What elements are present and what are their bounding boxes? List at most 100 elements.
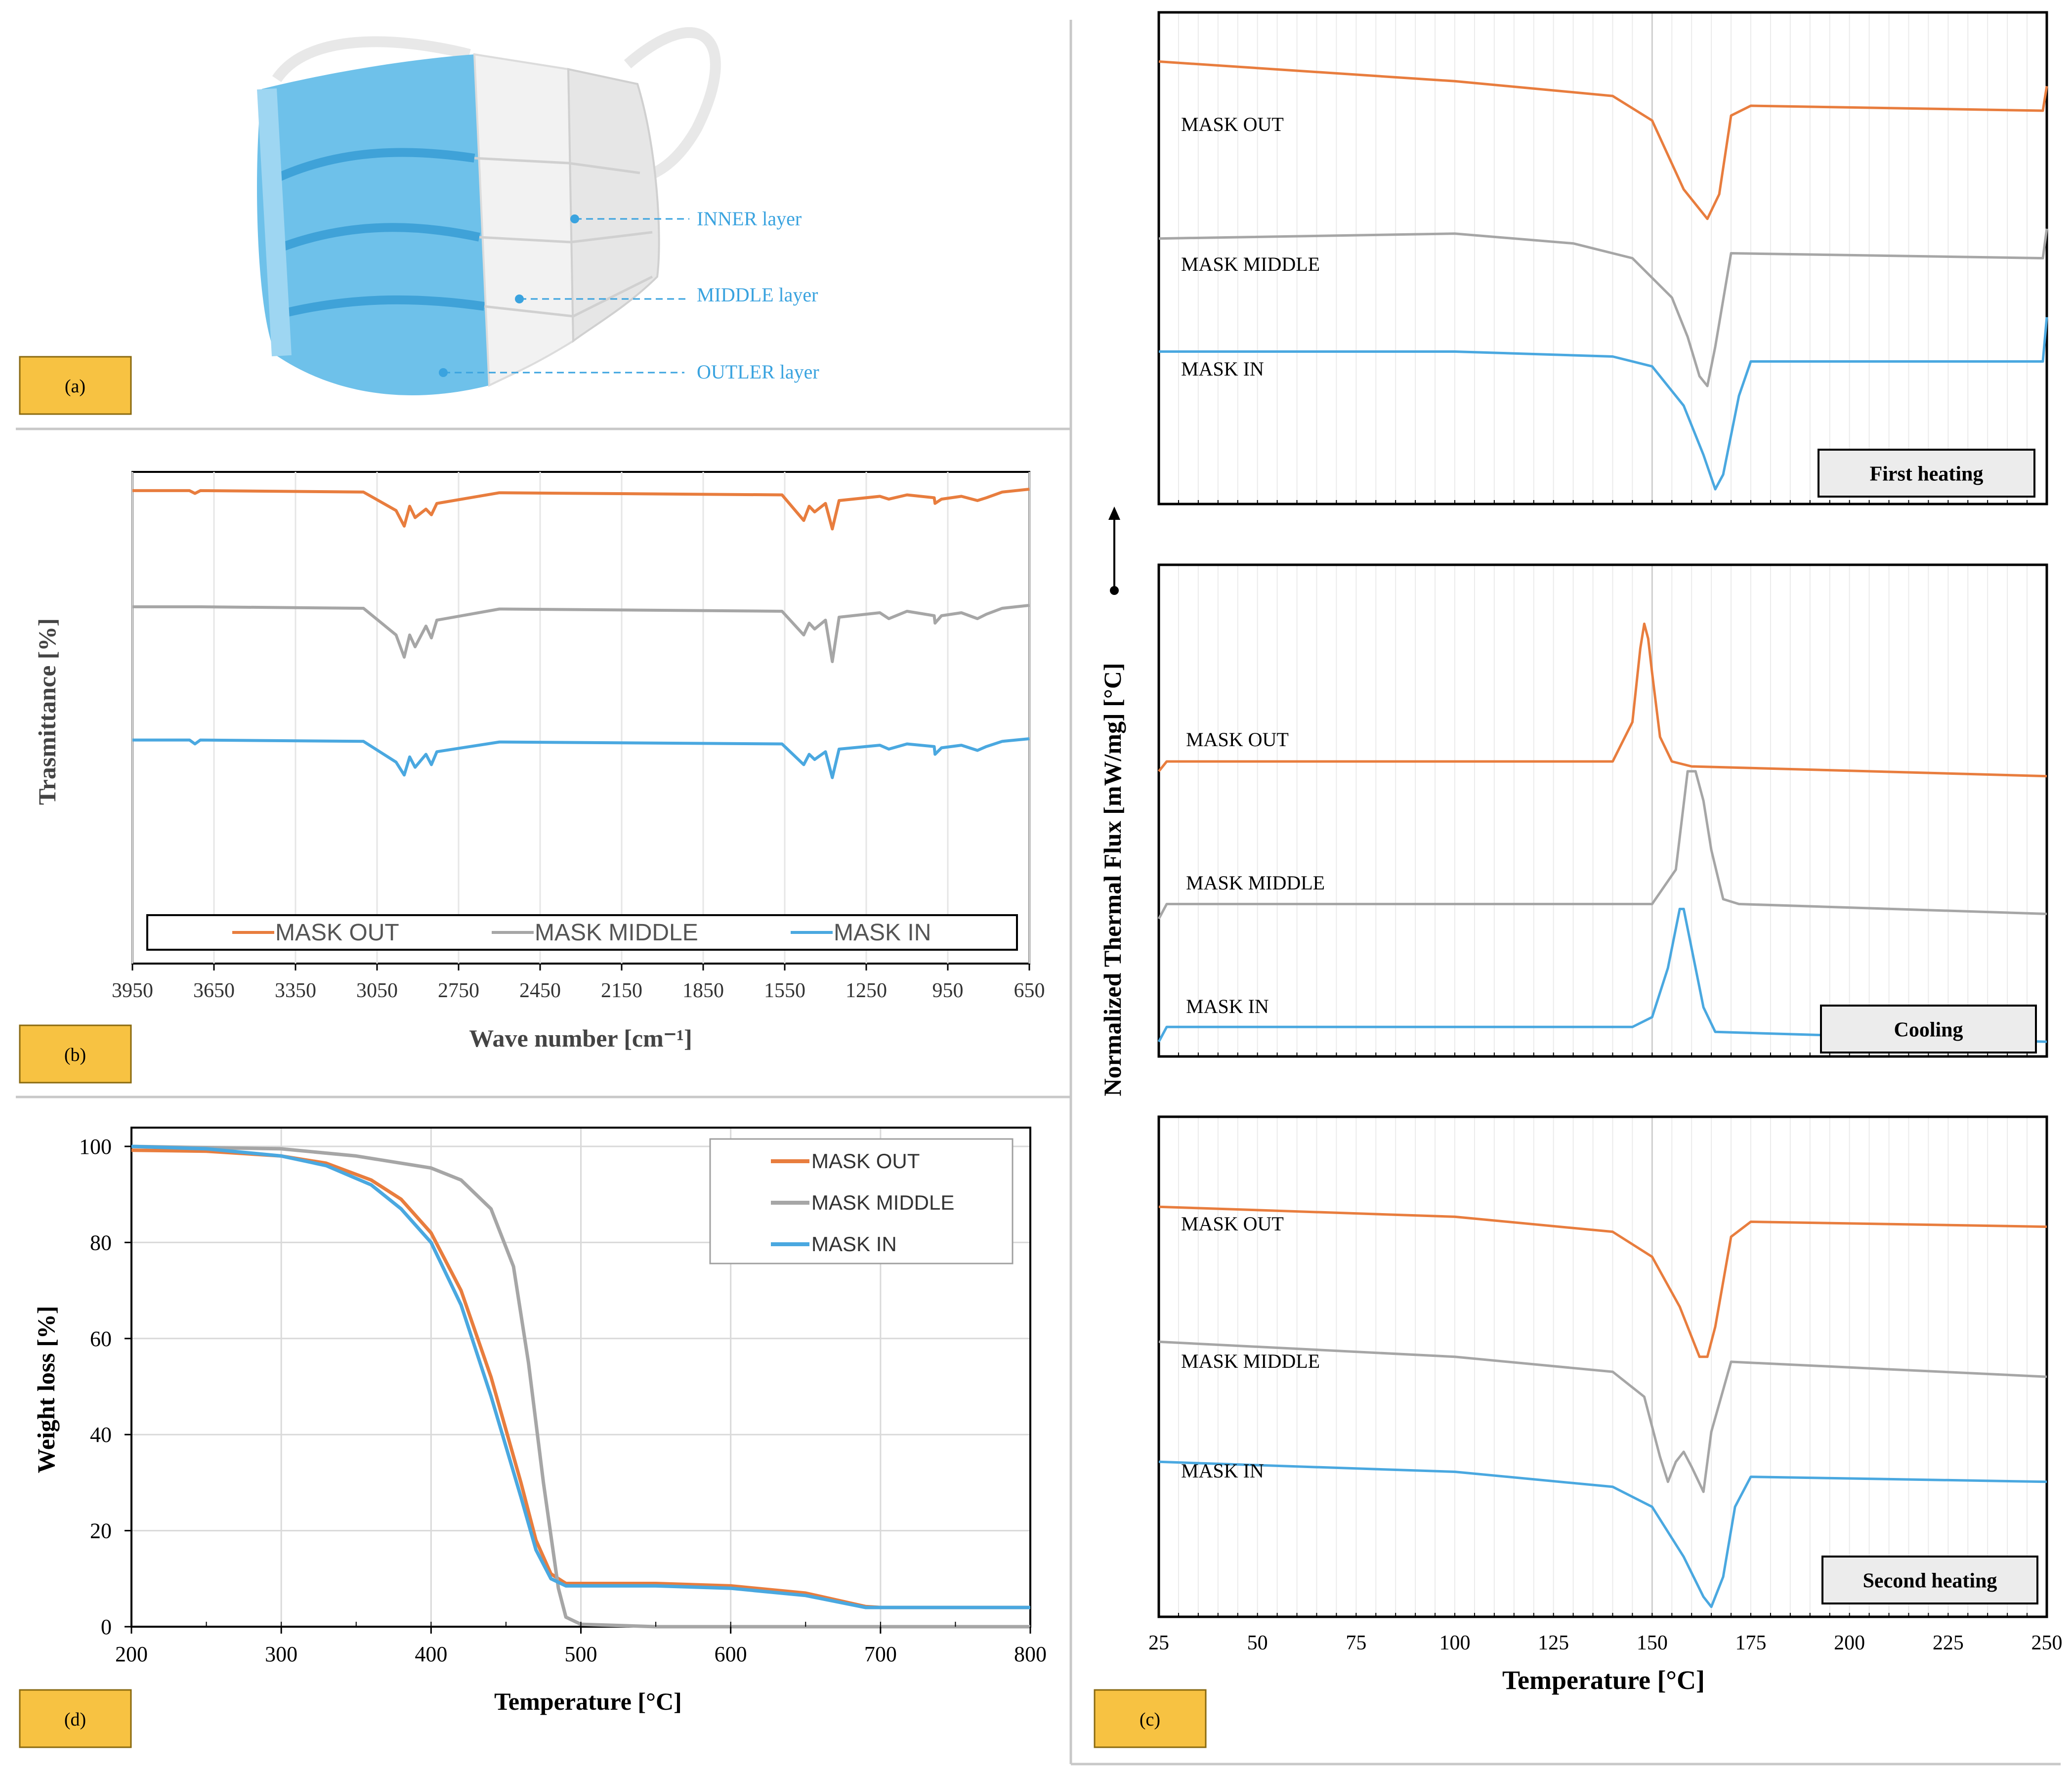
tga-x-axis-label: Temperature [°C] <box>494 1687 682 1715</box>
ftir-legend-out: MASK OUT <box>275 920 399 946</box>
dsc-direction-arrow <box>1108 506 1120 595</box>
panel-c-label: (c) <box>1094 1689 1207 1748</box>
ftir-legend-middle: MASK MIDDLE <box>535 920 698 946</box>
tga-legend: MASK OUT MASK MIDDLE MASK IN <box>709 1138 1014 1264</box>
dsc-series-label: MASK IN <box>1186 995 1269 1017</box>
dsc-line-mask-middle <box>1158 1340 2047 1493</box>
tga-y-tick-label: 60 <box>90 1327 112 1351</box>
tga-line-mask-out <box>131 1148 1030 1609</box>
ftir-series <box>132 488 1030 779</box>
ftir-tick-label: 3650 <box>193 979 235 1002</box>
tga-y-tick-label: 80 <box>90 1230 112 1255</box>
dsc-series-label: MASK OUT <box>1186 728 1289 751</box>
dsc-line-mask-middle <box>1157 770 2047 920</box>
ftir-legend-in: MASK IN <box>834 920 931 946</box>
dsc-y-axis-label: Normalized Thermal Flux [mW/mg] [°C] <box>1099 663 1126 1096</box>
svg-text:(a): (a) <box>65 376 85 397</box>
tga-series <box>131 1144 1030 1629</box>
ftir-legend: MASK OUT MASK MIDDLE MASK IN <box>146 914 1018 951</box>
dsc-x-tick-label: 150 <box>1637 1632 1668 1654</box>
tga-legend-out: MASK OUT <box>811 1149 920 1173</box>
face-mask-illustration <box>257 27 721 395</box>
dsc-x-tick-label: 175 <box>1735 1632 1767 1654</box>
svg-text:(d): (d) <box>64 1709 86 1730</box>
mask-edge-band <box>257 88 292 357</box>
panel-a-label: (a) <box>19 356 132 415</box>
panel-a: INNER layer MIDDLE layer OUTLER layer (a… <box>19 27 819 415</box>
dsc-subplot-title: Second heating <box>1863 1570 1997 1593</box>
dsc-x-tick-label: 25 <box>1148 1632 1169 1654</box>
ftir-gridlines <box>131 472 1030 964</box>
panel-separators <box>16 20 2061 1766</box>
dsc-x-tick-label: 100 <box>1439 1632 1471 1654</box>
tga-y-tick-label: 0 <box>101 1615 112 1639</box>
ftir-line-mask-out <box>132 488 1030 531</box>
dsc-series-label: MASK IN <box>1181 358 1264 380</box>
dsc-plot-frame <box>1157 11 2048 506</box>
ftir-plot-frame <box>131 471 1030 965</box>
tga-x-tick-label: 500 <box>565 1642 597 1666</box>
dsc-x-tick-label: 125 <box>1538 1632 1569 1654</box>
tga-x-tick-label: 800 <box>1014 1642 1047 1666</box>
mask-pleat-1 <box>264 148 475 187</box>
dsc-line-mask-out <box>1158 1205 2047 1358</box>
layer-callouts: INNER layer MIDDLE layer OUTLER layer <box>439 208 819 383</box>
ftir-tick-label: 3050 <box>356 979 398 1002</box>
dsc-subplot-first-heating: MASK OUT MASK MIDDLE MASK IN First heating <box>1157 11 2048 506</box>
ftir-tick-label: 3950 <box>112 979 153 1002</box>
tga-x-tick-label: 600 <box>715 1642 747 1666</box>
ear-loop-left <box>272 36 471 83</box>
dsc-x-tick-label: 50 <box>1247 1632 1268 1654</box>
mask-inner-layer <box>567 68 660 343</box>
tga-ticks: 200 300 400 500 600 700 800 0 20 40 60 80 100 <box>79 1135 1047 1666</box>
panel-b-label: (b) <box>19 1024 132 1084</box>
dsc-series-label: MASK IN <box>1181 1460 1264 1482</box>
ftir-tick-label: 1250 <box>846 979 887 1002</box>
ftir-line-mask-middle <box>132 604 1030 663</box>
tga-y-tick-label: 40 <box>90 1423 112 1447</box>
ear-loop-right <box>624 27 721 183</box>
ftir-x-ticks: 3950 3650 3350 3050 2750 2450 2150 1850 1550 1250… <box>112 964 1045 1002</box>
tga-x-tick-label: 400 <box>415 1642 447 1666</box>
dsc-x-axis-label: Temperature [°C] <box>1502 1665 1705 1695</box>
dsc-series-label: MASK OUT <box>1181 1213 1284 1235</box>
dsc-subplot-second-heating: MASK OUT MASK MIDDLE MASK IN Second heating <box>1157 1115 2048 1618</box>
tga-x-tick-label: 300 <box>265 1642 297 1666</box>
ftir-tick-label: 3350 <box>275 979 316 1002</box>
tga-y-tick-label: 100 <box>79 1135 112 1159</box>
tga-x-tick-label: 700 <box>864 1642 897 1666</box>
tga-y-tick-label: 20 <box>90 1519 112 1543</box>
dsc-line-mask-in <box>1158 1460 2047 1608</box>
dsc-subplot-cooling: MASK OUT MASK MIDDLE MASK IN Cooling <box>1157 563 2048 1058</box>
ftir-tick-label: 950 <box>932 979 964 1002</box>
tga-legend-in: MASK IN <box>811 1232 897 1256</box>
tga-line-mask-in <box>131 1144 1030 1609</box>
dsc-x-tick-label: 225 <box>1933 1632 1964 1654</box>
dsc-x-tick-label: 250 <box>2031 1632 2063 1654</box>
dsc-line-mask-out <box>1158 622 2047 778</box>
dsc-line-mask-middle <box>1158 228 2048 387</box>
dsc-line-mask-out <box>1158 60 2048 220</box>
svg-text:(b): (b) <box>64 1045 86 1065</box>
tga-line-mask-middle <box>131 1144 1030 1629</box>
dsc-title-box <box>1821 1556 2038 1604</box>
dsc-series-label: MASK MIDDLE <box>1181 1350 1320 1372</box>
ftir-tick-label: 650 <box>1014 979 1045 1002</box>
dsc-x-ticks: 25 50 75 100 125 150 175 200 225 250 <box>1148 1632 2063 1654</box>
mask-pleat-2 <box>267 223 480 256</box>
dsc-subplot-title: First heating <box>1870 463 1984 486</box>
dsc-line-mask-in <box>1157 908 2047 1043</box>
dsc-series-label: MASK MIDDLE <box>1186 872 1325 894</box>
dsc-plot-frame <box>1157 1115 2048 1618</box>
panel-c: MASK OUT MASK MIDDLE MASK IN First heating M… <box>1094 11 2063 1748</box>
dsc-title-box <box>1818 449 2035 498</box>
dsc-x-tick-label: 75 <box>1346 1632 1366 1654</box>
dsc-subplots: MASK OUT MASK MIDDLE MASK IN First heating M… <box>1157 11 2048 1618</box>
tga-legend-middle: MASK MIDDLE <box>811 1191 954 1214</box>
panel-b: 3950 3650 3350 3050 2750 2450 2150 1850 1550 1250… <box>19 471 1045 1084</box>
ftir-y-axis-label: Trasmittance [%] <box>33 618 61 805</box>
dsc-subplot-title: Cooling <box>1894 1019 1963 1042</box>
ftir-line-mask-in <box>132 737 1030 779</box>
dsc-plot-frame <box>1157 563 2048 1058</box>
